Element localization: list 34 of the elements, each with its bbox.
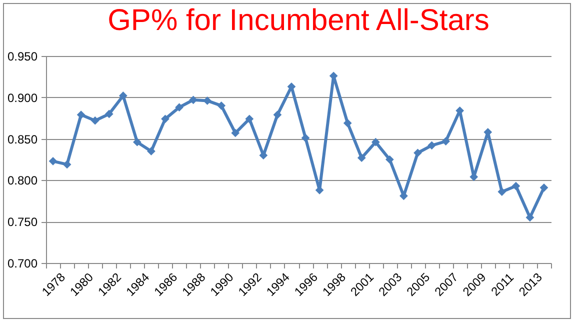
y-tick-label: 0.950 — [7, 50, 38, 64]
point — [104, 110, 114, 118]
point — [133, 138, 142, 146]
point — [161, 114, 170, 124]
point — [526, 213, 534, 222]
point — [343, 118, 352, 128]
point — [217, 101, 226, 110]
point — [231, 128, 240, 138]
point — [428, 141, 436, 150]
point — [147, 147, 156, 156]
chart-title: GP% for Incumbent All-Stars — [108, 4, 490, 37]
point — [118, 92, 128, 100]
y-tick-label: 0.900 — [7, 90, 38, 105]
point — [48, 156, 58, 166]
point — [357, 154, 366, 162]
point — [62, 160, 72, 169]
point — [442, 137, 450, 146]
point — [175, 103, 184, 112]
point — [498, 188, 506, 196]
y-tick-label: 0.750 — [7, 215, 38, 230]
point — [386, 155, 394, 164]
point — [76, 110, 86, 119]
y-tick-label: 0.800 — [7, 174, 38, 188]
point — [512, 182, 520, 190]
point — [90, 116, 100, 125]
point — [371, 138, 380, 146]
point — [273, 110, 282, 119]
point — [414, 148, 422, 158]
point — [189, 96, 198, 104]
y-tick-label: 0.850 — [7, 132, 38, 146]
y-tick-label: 0.700 — [7, 256, 38, 270]
point — [245, 114, 254, 124]
point — [301, 134, 310, 142]
point — [540, 183, 548, 192]
